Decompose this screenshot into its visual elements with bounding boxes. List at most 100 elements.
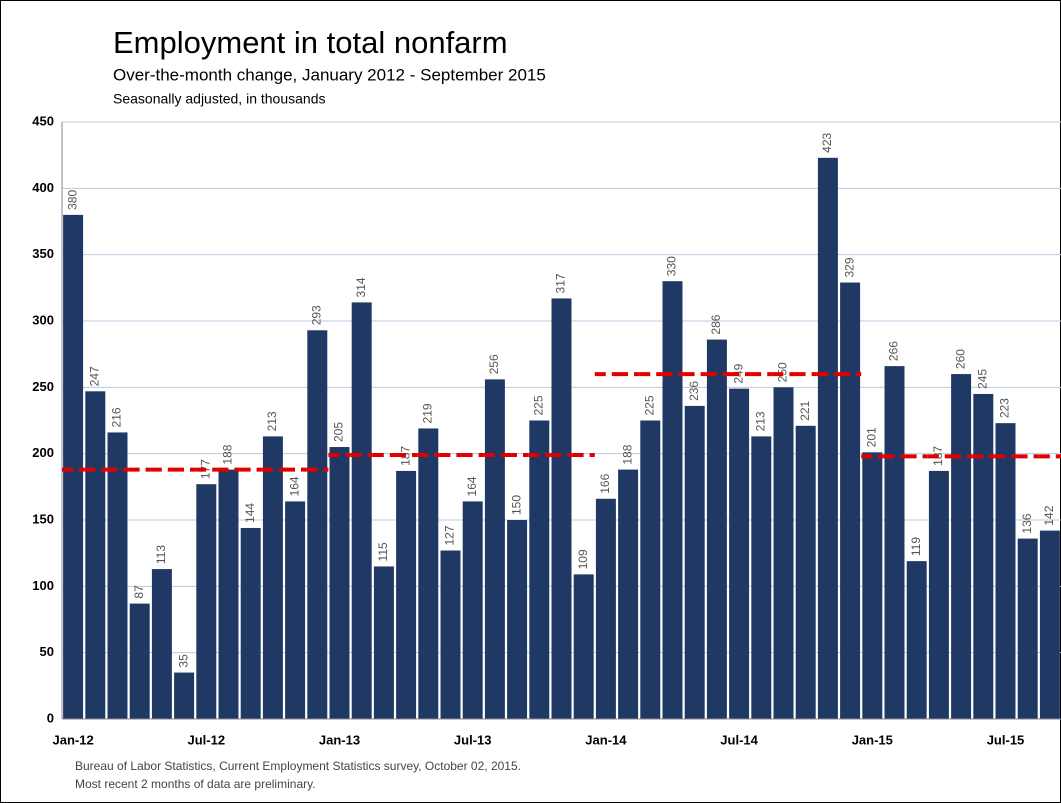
y-tick-label: 200 bbox=[32, 445, 54, 460]
value-label: 219 bbox=[420, 403, 434, 423]
value-label: 113 bbox=[154, 545, 168, 564]
x-tick-label: Jul-15 bbox=[987, 732, 1025, 747]
bar bbox=[640, 420, 661, 719]
value-label: 213 bbox=[753, 411, 767, 431]
bar bbox=[1039, 530, 1060, 719]
value-label: 223 bbox=[998, 398, 1012, 418]
value-label: 314 bbox=[354, 277, 368, 297]
bar bbox=[85, 391, 106, 719]
value-label: 330 bbox=[665, 256, 679, 276]
bar bbox=[129, 603, 150, 719]
x-tick-label: Jan-14 bbox=[585, 732, 627, 747]
x-tick-label: Jul-13 bbox=[454, 732, 492, 747]
value-label: 225 bbox=[531, 395, 545, 415]
bar bbox=[484, 379, 505, 719]
x-tick-label: Jul-14 bbox=[720, 732, 758, 747]
bar bbox=[151, 569, 172, 719]
bar bbox=[440, 550, 461, 719]
bar bbox=[884, 366, 905, 719]
value-label: 35 bbox=[176, 654, 190, 668]
value-label: 236 bbox=[687, 381, 701, 401]
bar bbox=[751, 436, 772, 719]
value-label: 164 bbox=[287, 476, 301, 496]
value-label: 380 bbox=[65, 190, 79, 210]
value-label: 150 bbox=[509, 495, 523, 515]
bar bbox=[462, 501, 483, 719]
bar bbox=[373, 566, 394, 719]
footnote: Bureau of Labor Statistics, Current Empl… bbox=[75, 759, 521, 773]
y-tick-label: 450 bbox=[32, 113, 54, 128]
bar bbox=[107, 432, 128, 719]
bar bbox=[174, 672, 195, 719]
value-label: 317 bbox=[554, 273, 568, 293]
bar bbox=[973, 393, 994, 719]
value-label: 188 bbox=[620, 444, 634, 464]
bar bbox=[329, 447, 350, 719]
value-label: 216 bbox=[110, 407, 124, 427]
y-tick-label: 50 bbox=[40, 644, 54, 659]
value-label: 221 bbox=[798, 400, 812, 420]
value-label: 164 bbox=[465, 476, 479, 496]
value-label: 144 bbox=[243, 503, 257, 523]
value-label: 127 bbox=[443, 525, 457, 545]
x-tick-label: Jul-12 bbox=[188, 732, 226, 747]
y-tick-label: 250 bbox=[32, 379, 54, 394]
bar bbox=[307, 330, 328, 719]
bar bbox=[218, 469, 239, 719]
value-label: 245 bbox=[975, 369, 989, 389]
x-tick-label: Jan-13 bbox=[319, 732, 360, 747]
bar bbox=[951, 374, 972, 719]
bar bbox=[773, 387, 794, 719]
value-label: 329 bbox=[842, 257, 856, 277]
value-label: 205 bbox=[332, 422, 346, 442]
value-label: 136 bbox=[1020, 513, 1034, 533]
bar bbox=[351, 302, 372, 719]
value-label: 188 bbox=[221, 444, 235, 464]
y-tick-label: 300 bbox=[32, 312, 54, 327]
bar bbox=[684, 405, 705, 719]
value-label: 286 bbox=[709, 314, 723, 334]
value-label: 201 bbox=[864, 427, 878, 447]
value-label: 109 bbox=[576, 549, 590, 569]
bar bbox=[995, 423, 1016, 719]
bar bbox=[862, 452, 883, 719]
y-tick-label: 400 bbox=[32, 180, 54, 195]
bar bbox=[1017, 538, 1038, 719]
bar bbox=[662, 281, 683, 719]
y-tick-label: 0 bbox=[47, 710, 54, 725]
chart-subtitle: Over-the-month change, January 2012 - Se… bbox=[113, 65, 546, 84]
bar bbox=[396, 470, 417, 719]
bar bbox=[706, 339, 727, 719]
bar bbox=[262, 436, 283, 719]
value-label: 115 bbox=[376, 542, 390, 561]
value-label: 119 bbox=[909, 537, 923, 556]
x-tick-label: Jan-12 bbox=[52, 732, 93, 747]
footnote: Most recent 2 months of data are prelimi… bbox=[75, 777, 316, 791]
bar bbox=[729, 388, 750, 719]
value-label: 266 bbox=[887, 341, 901, 361]
value-label: 213 bbox=[265, 411, 279, 431]
bar bbox=[551, 298, 572, 719]
bar bbox=[63, 214, 84, 719]
bar bbox=[196, 484, 217, 719]
bar bbox=[240, 527, 261, 719]
y-tick-label: 100 bbox=[32, 578, 54, 593]
bar bbox=[529, 420, 550, 719]
bar bbox=[906, 561, 927, 719]
value-label: 423 bbox=[820, 132, 834, 152]
bar bbox=[507, 520, 528, 719]
value-label: 293 bbox=[309, 305, 323, 325]
bar bbox=[573, 574, 594, 719]
bar bbox=[595, 498, 616, 719]
value-label: 247 bbox=[87, 366, 101, 386]
bar bbox=[817, 157, 838, 719]
value-label: 225 bbox=[642, 395, 656, 415]
value-label: 260 bbox=[953, 349, 967, 369]
bar bbox=[928, 470, 949, 719]
bar bbox=[795, 425, 816, 719]
bar bbox=[418, 428, 439, 719]
value-label: 166 bbox=[598, 473, 612, 493]
x-tick-label: Jan-15 bbox=[852, 732, 893, 747]
